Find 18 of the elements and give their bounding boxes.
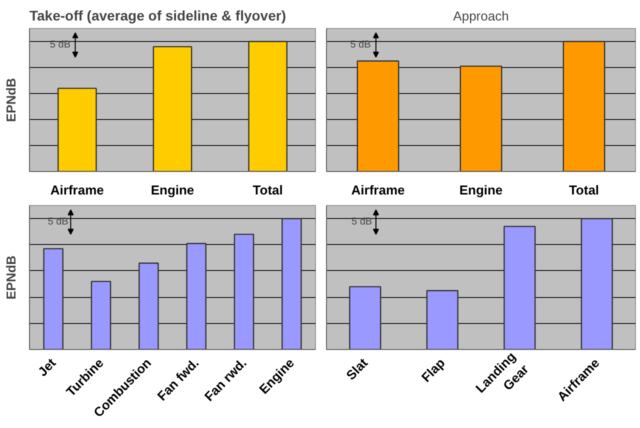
x-tick-label: Fan rwd. [201,355,250,404]
x-tick-label: Total [568,182,600,198]
annotation: 5 dB [350,39,372,50]
x-tick-label: Jet [34,354,60,380]
annotation: 5 dB [48,216,69,228]
x-tick-label: Engine [150,182,194,198]
annotation: 5 dB [50,39,71,50]
x-tick-label: Engine [459,182,503,198]
y-axis-title: EPNdB [4,78,18,122]
annotation: 5 dB [352,216,372,228]
x-tick-label: Airframe [351,182,405,198]
x-tick-label: Slat [343,354,371,383]
x-tick-label: Fan fwd. [154,355,202,404]
chart-title: Approach [453,8,509,24]
x-tick-label: Total [252,182,283,198]
y-axis-title: EPNdB [4,255,18,300]
x-tick-label: Airframe [50,182,104,198]
chart-title: Take-off (average of sideline & flyover) [30,8,286,24]
